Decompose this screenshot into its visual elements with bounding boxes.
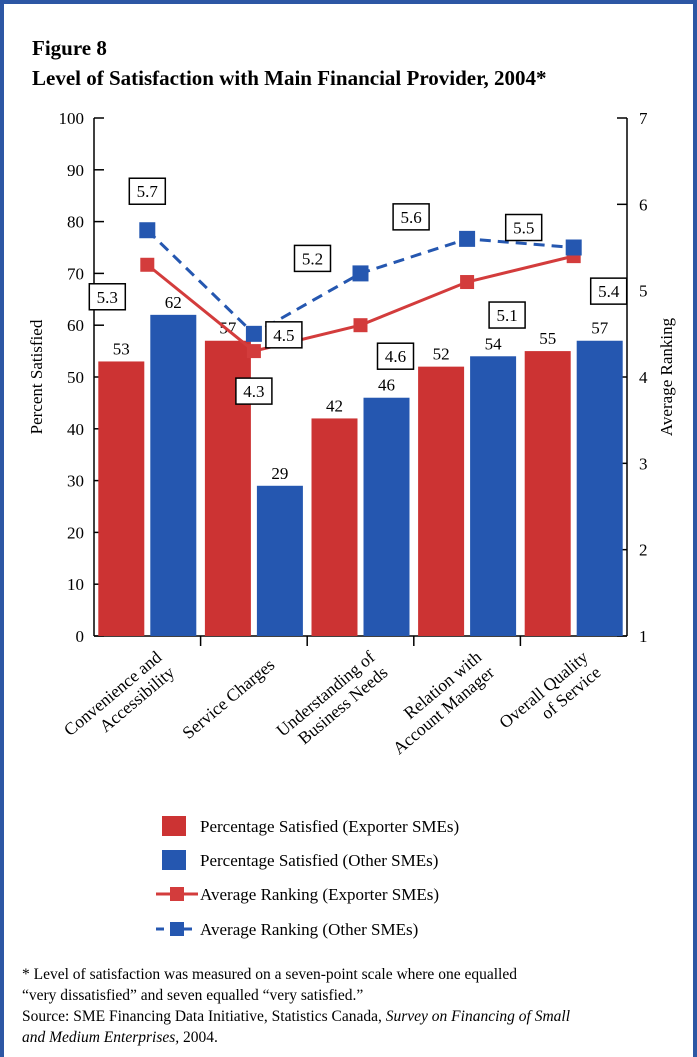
ranking-value-label: 4.6 [385, 347, 406, 366]
ranking-value-box [88, 283, 127, 311]
bar-value-label: 52 [433, 345, 450, 364]
y-tick-label: 10 [67, 575, 84, 594]
source-title-cont: and Medium Enterprises, [22, 1029, 180, 1046]
ranking-value-label: 5.4 [598, 282, 620, 301]
ranking-marker [353, 318, 368, 333]
y2-tick-label: 1 [639, 627, 648, 646]
bar-value-label: 62 [165, 293, 182, 312]
bar-value-label: 46 [378, 376, 395, 395]
bar-value-label: 53 [113, 339, 130, 358]
footnote: * Level of satisfaction was measured on … [22, 964, 682, 1048]
ranking-value-box [504, 213, 543, 242]
legend-label: Percentage Satisfied (Exporter SMEs) [200, 817, 459, 836]
y2-tick-label: 7 [639, 109, 648, 128]
y-tick-label: 100 [59, 109, 85, 128]
y2-tick-label: 6 [639, 195, 648, 214]
bar-value-label: 55 [539, 329, 556, 348]
legend-swatch [162, 850, 186, 870]
source-title: Survey on Financing of Small [385, 1008, 571, 1025]
figure-title: Level of Satisfaction with Main Financia… [32, 66, 547, 90]
y2-axis-title: Average Ranking [657, 317, 676, 436]
ranking-value-box [128, 177, 167, 205]
ranking-value-label: 4.5 [273, 326, 294, 345]
legend-marker [170, 922, 184, 936]
y2-tick-label: 2 [639, 541, 648, 560]
footnote-line-1: * Level of satisfaction was measured on … [22, 966, 517, 983]
y2-tick-label: 4 [639, 368, 648, 387]
ranking-value-label: 5.5 [513, 219, 534, 238]
ranking-value-box [488, 301, 526, 329]
ranking-value-box [589, 277, 628, 305]
ranking-marker [565, 239, 582, 256]
ranking-marker [460, 275, 475, 290]
chart: 0 10 20 30 40 50 60 70 80 90 100 1 2 3 4 5 6 7 Percent Sat… [27, 109, 676, 939]
bar-value-label: 42 [326, 396, 343, 415]
legend-label: Average Ranking (Other SMEs) [200, 920, 418, 939]
bar-value-label: 54 [485, 334, 503, 353]
ranking-marker [246, 344, 261, 359]
ranking-value-label: 5.6 [400, 208, 421, 227]
bar [150, 314, 197, 636]
ranking-value-label: 5.3 [97, 288, 118, 307]
legend-label: Average Ranking (Exporter SMEs) [200, 885, 439, 904]
ranking-value-box [293, 244, 332, 273]
ranking-value-box [392, 203, 430, 231]
bar [256, 485, 303, 636]
y2-tick-label: 5 [639, 282, 648, 301]
category-label-line: Service Charges [178, 654, 278, 743]
bar [576, 340, 623, 636]
source-line: Source: SME Financing Data Initiative, S… [22, 1006, 682, 1027]
category-label: Service Charges [178, 654, 278, 743]
y-tick-label: 0 [76, 627, 85, 646]
source-suffix: 2004. [179, 1029, 218, 1046]
bar [418, 366, 465, 636]
ranking-value-label: 5.1 [496, 306, 517, 325]
ranking-value-label: 5.2 [302, 249, 323, 268]
bar [363, 397, 410, 636]
bar [470, 356, 517, 636]
source-line-2: and Medium Enterprises, 2004. [22, 1027, 682, 1048]
bar-value-label: 57 [591, 319, 609, 338]
y-tick-label: 40 [67, 420, 84, 439]
ranking-value-box [235, 377, 273, 405]
ranking-value-box [376, 342, 415, 370]
source-prefix: Source: SME Financing Data Initiative, S… [22, 1008, 386, 1025]
bar-value-label: 29 [271, 464, 288, 483]
y2-tick-label: 3 [639, 454, 648, 473]
legend-marker [170, 887, 184, 901]
y-tick-label: 80 [67, 213, 84, 232]
y-tick-label: 50 [67, 368, 84, 387]
y-tick-label: 60 [67, 316, 84, 335]
ranking-value-label: 4.3 [243, 382, 264, 401]
y-tick-label: 20 [67, 523, 84, 542]
bar [524, 351, 571, 636]
bar [311, 418, 358, 636]
bar [98, 361, 145, 636]
ranking-marker [459, 230, 476, 247]
y-tick-label: 30 [67, 472, 84, 491]
footnote-line-2: “very dissatisfied” and seven equalled “… [22, 987, 364, 1004]
ranking-marker [140, 257, 155, 272]
ranking-marker [139, 222, 156, 239]
legend-label: Percentage Satisfied (Other SMEs) [200, 851, 438, 870]
legend-swatch [162, 816, 186, 836]
y-tick-label: 70 [67, 264, 84, 283]
ranking-value-box [265, 321, 303, 349]
y-tick-label: 90 [67, 161, 84, 180]
y-axis-title: Percent Satisfied [27, 319, 46, 434]
ranking-marker [352, 265, 369, 282]
ranking-value-label: 5.7 [137, 182, 159, 201]
ranking-marker [245, 325, 262, 342]
figure-label: Figure 8 [32, 36, 107, 60]
